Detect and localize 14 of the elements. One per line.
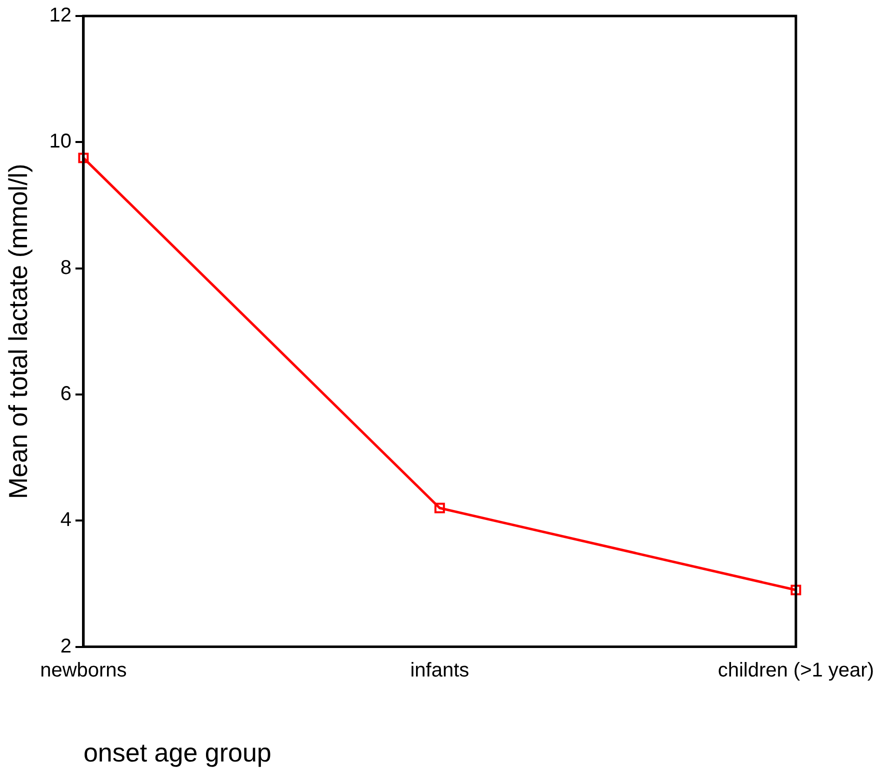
x-tick-label: children (>1 year): [718, 659, 874, 682]
y-axis-title: Mean of total lactate (mmol/l): [2, 164, 33, 500]
point: [78, 152, 89, 164]
y-tick-label: 4: [60, 509, 72, 532]
y-tick-label: 6: [60, 382, 72, 405]
y-tick-label: 2: [60, 635, 72, 658]
y-tick-label: 8: [60, 256, 72, 279]
y-tick-label: 10: [49, 130, 72, 153]
y-tick-label: 12: [49, 4, 72, 27]
point: [790, 584, 802, 596]
x-tick-label: newborns: [40, 659, 127, 682]
point: [434, 502, 445, 514]
x-axis-title: onset age group: [83, 738, 272, 768]
x-tick-label: infants: [410, 659, 470, 682]
